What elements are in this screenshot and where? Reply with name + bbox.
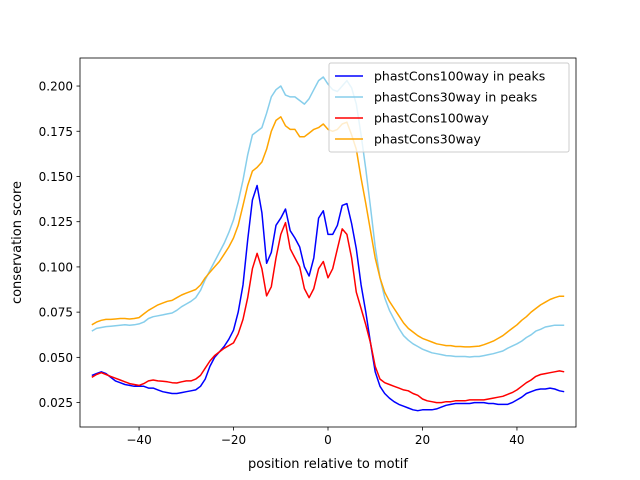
- x-tick-label: 40: [509, 433, 524, 447]
- y-tick-label: 0.075: [39, 306, 73, 320]
- legend-label-0: phastCons100way in peaks: [374, 69, 545, 84]
- y-axis: 0.025 0.050 0.075 0.100 0.125 0.150 0.175 0.200: [39, 80, 80, 410]
- y-tick-label: 0.100: [39, 260, 73, 274]
- y-tick-label: 0.175: [39, 125, 73, 139]
- legend: phastCons100way in peaks phastCons30way i…: [328, 62, 570, 153]
- legend-label-1: phastCons30way in peaks: [374, 90, 537, 105]
- y-tick-label: 0.150: [39, 170, 73, 184]
- y-tick-label: 0.200: [39, 80, 73, 94]
- x-axis-label: position relative to motif: [248, 457, 408, 472]
- x-tick-label: 0: [324, 433, 332, 447]
- x-axis: −40 −20 0 20 40: [126, 427, 525, 447]
- x-tick-label: 20: [415, 433, 430, 447]
- x-tick-label: −20: [221, 433, 246, 447]
- series-layer: [91, 76, 565, 412]
- x-tick-label: −40: [126, 433, 151, 447]
- y-tick-label: 0.125: [39, 215, 73, 229]
- series-line-0: [91, 184, 565, 412]
- y-tick-label: 0.050: [39, 351, 73, 365]
- y-tick-label: 0.025: [39, 396, 73, 410]
- legend-label-2: phastCons100way: [374, 111, 489, 126]
- series-line-3: [91, 116, 565, 348]
- y-axis-label: conservation score: [10, 181, 25, 304]
- legend-label-3: phastCons30way: [374, 132, 482, 147]
- series-line-2: [91, 221, 565, 404]
- legend-box: [328, 62, 570, 153]
- series-line-1: [91, 76, 565, 358]
